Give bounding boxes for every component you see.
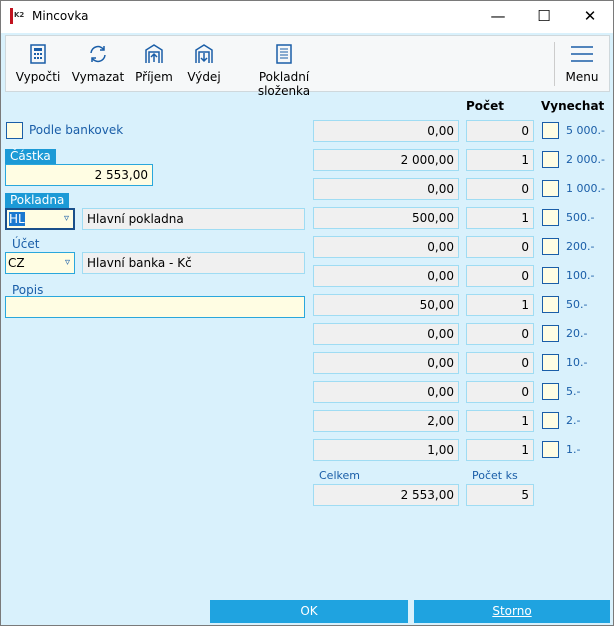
ucet-combo[interactable]: CZ ▿ [5,252,75,274]
podle-bankovek-label: Podle bankovek [29,123,124,137]
castka-input[interactable]: 2 553,00 [5,164,153,186]
amount-field: 0,00 [313,236,459,258]
pokladna-label: Pokladna [5,193,69,208]
calculate-label: Vypočti [15,70,61,84]
title-bar: K2 Mincovka — ☐ ✕ [1,1,613,33]
skip-checkbox[interactable] [542,296,559,313]
toolbar-separator [554,42,555,86]
popis-input[interactable] [5,296,305,318]
pokladna-name: Hlavní pokladna [82,208,305,230]
window-title: Mincovka [32,9,89,23]
clear-label: Vymazat [71,70,125,84]
count-field[interactable]: 0 [466,352,534,374]
amount-field: 0,00 [313,120,459,142]
skip-checkbox[interactable] [542,412,559,429]
amount-field: 0,00 [313,352,459,374]
amount-field: 50,00 [313,294,459,316]
total-count-label: Počet ks [472,469,518,482]
menu-button[interactable]: Menu [558,36,606,91]
total-label: Celkem [319,469,360,482]
dropdown-icon[interactable]: ▿ [63,213,69,224]
amount-field: 0,00 [313,178,459,200]
popis-label: Popis [12,283,44,297]
ucet-label: Účet [12,237,40,251]
count-field[interactable]: 1 [466,149,534,171]
skip-checkbox[interactable] [542,238,559,255]
count-field[interactable]: 0 [466,236,534,258]
skip-checkbox[interactable] [542,180,559,197]
amount-field: 2 000,00 [313,149,459,171]
count-field[interactable]: 0 [466,265,534,287]
ucet-name: Hlavní banka - Kč [82,252,305,274]
denomination-label: 5 000.- [566,124,605,137]
clear-button[interactable]: Vymazat [70,36,126,91]
denomination-label: 100.- [566,269,595,282]
amount-field: 1,00 [313,439,459,461]
income-icon [145,44,163,63]
expense-button[interactable]: Výdej [182,36,226,91]
amount-field: 2,00 [313,410,459,432]
cash-slip-label: Pokladní složenka [257,70,311,98]
castka-label: Částka [5,149,56,164]
skip-checkbox[interactable] [542,354,559,371]
denomination-label: 20.- [566,327,588,340]
count-field[interactable]: 0 [466,178,534,200]
hamburger-icon [571,46,593,62]
denomination-label: 2 000.- [566,153,605,166]
calculator-icon [30,44,46,64]
refresh-icon [90,45,106,63]
skip-checkbox[interactable] [542,151,559,168]
podle-bankovek-checkbox[interactable] [6,122,23,139]
maximize-button[interactable]: ☐ [537,7,551,25]
skip-checkbox[interactable] [542,209,559,226]
dropdown-icon[interactable]: ▿ [64,257,70,268]
count-field[interactable]: 1 [466,294,534,316]
count-header: Počet [466,99,505,113]
denomination-label: 200.- [566,240,595,253]
count-field[interactable]: 1 [466,207,534,229]
denomination-label: 1.- [566,443,581,456]
skip-checkbox[interactable] [542,383,559,400]
denomination-label: 10.- [566,356,588,369]
amount-field: 0,00 [313,323,459,345]
income-button[interactable]: Příjem [132,36,176,91]
ucet-code: CZ [8,256,25,270]
storno-button[interactable]: Storno [414,600,610,623]
amount-field: 0,00 [313,381,459,403]
amount-field: 0,00 [313,265,459,287]
close-button[interactable]: ✕ [583,7,597,25]
count-field[interactable]: 1 [466,410,534,432]
pokladna-combo[interactable]: HL ▿ [5,208,75,230]
expense-label: Výdej [187,70,221,84]
ok-button[interactable]: OK [210,600,408,623]
calculate-button[interactable]: Vypočti [12,36,64,91]
denomination-label: 50.- [566,298,588,311]
denomination-label: 5.- [566,385,581,398]
skip-header: Vynechat [541,99,605,113]
cash-slip-button[interactable]: Pokladní složenka [234,36,334,98]
minimize-button[interactable]: — [490,7,506,25]
document-icon [276,44,292,64]
denomination-label: 1 000.- [566,182,605,195]
toolbar: Vypočti Vymazat Příjem Výdej Pokladní sl… [5,35,610,98]
skip-checkbox[interactable] [542,267,559,284]
skip-checkbox[interactable] [542,441,559,458]
count-field[interactable]: 1 [466,439,534,461]
income-label: Příjem [135,70,173,84]
skip-checkbox[interactable] [542,122,559,139]
count-field[interactable]: 0 [466,323,534,345]
count-field[interactable]: 0 [466,120,534,142]
count-field[interactable]: 0 [466,381,534,403]
skip-checkbox[interactable] [542,325,559,342]
menu-label: Menu [565,70,599,84]
expense-icon [195,44,213,63]
denomination-label: 500.- [566,211,595,224]
app-logo-icon: K2 [10,8,26,24]
pokladna-code: HL [9,212,25,226]
denomination-label: 2.- [566,414,581,427]
amount-field: 500,00 [313,207,459,229]
total-count: 5 [466,484,534,506]
total-amount: 2 553,00 [313,484,459,506]
